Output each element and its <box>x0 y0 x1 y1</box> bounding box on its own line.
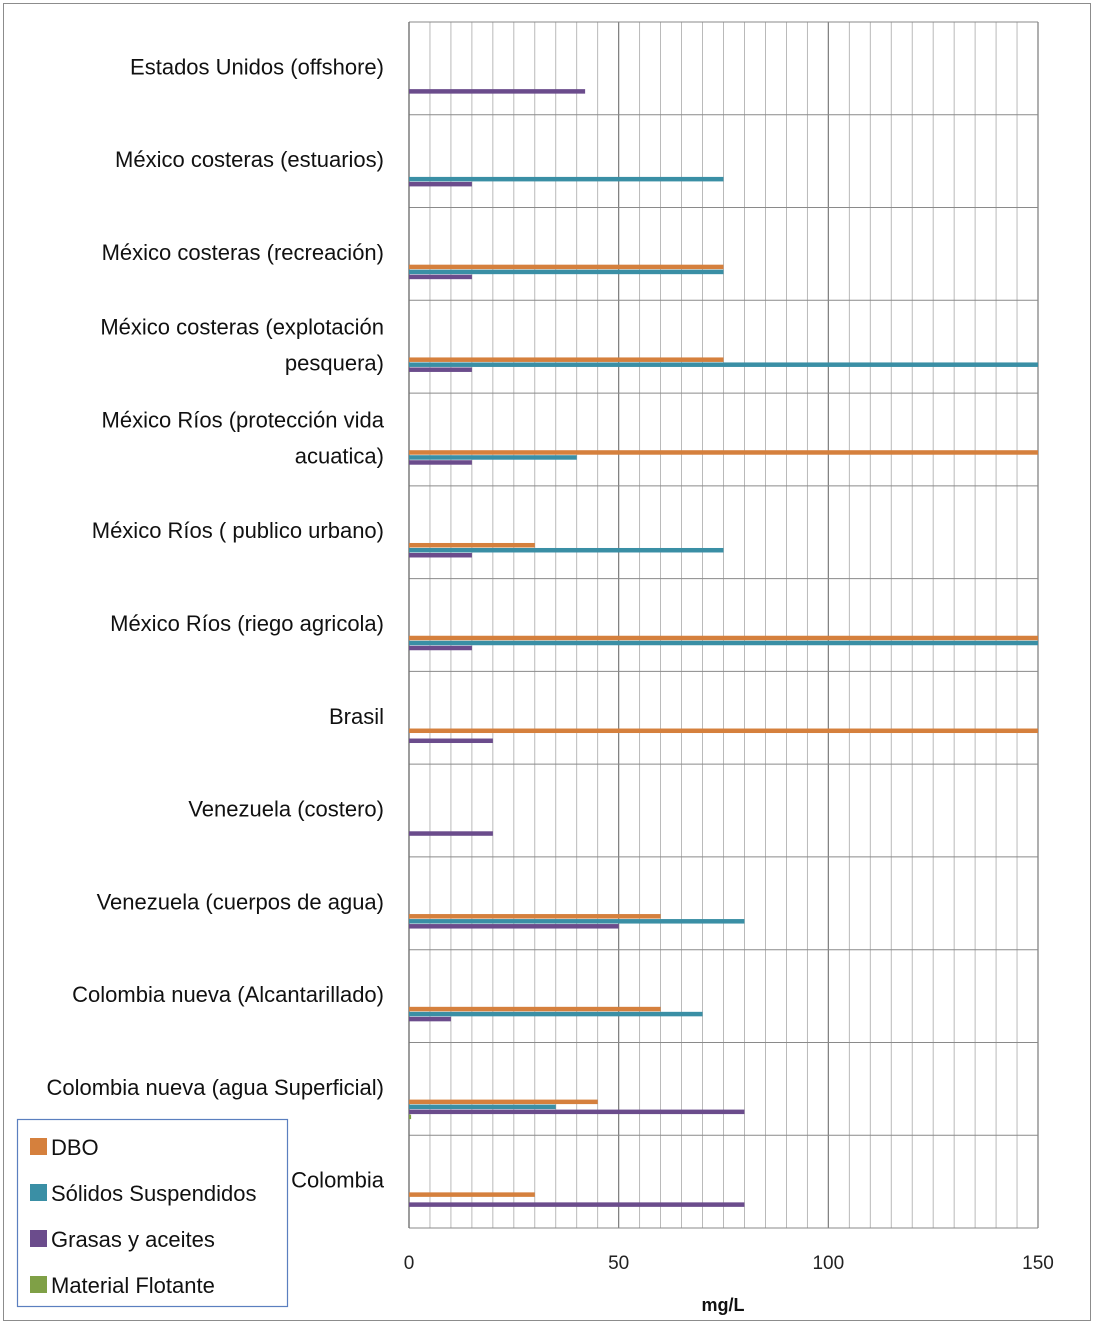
bar-grasas-y-aceites <box>409 367 472 372</box>
bar-solidos-suspendidos <box>409 176 724 182</box>
bar-solidos-suspendidos <box>409 640 1038 646</box>
bar-solidos-suspendidos <box>409 455 577 460</box>
grid <box>408 21 1039 1229</box>
bar-dbo <box>409 1099 598 1105</box>
category-label: México costeras (estuarios) <box>115 147 384 172</box>
x-tick-label: 0 <box>404 1253 415 1274</box>
legend-label: Sólidos Suspendidos <box>51 1181 256 1206</box>
category-label: México Ríos (riego agricola) <box>110 611 384 636</box>
bar-grasas-y-aceites <box>409 831 493 836</box>
bar-solidos-suspendidos <box>409 547 724 553</box>
bar-dbo <box>409 357 724 362</box>
bar-dbo <box>409 264 724 270</box>
bar-grasas-y-aceites <box>409 460 472 465</box>
bar-grasas-y-aceites <box>409 274 472 280</box>
bar-grasas-y-aceites <box>409 181 472 187</box>
category-label: Colombia <box>291 1168 385 1193</box>
category-label: Brasil <box>329 704 384 729</box>
x-tick-label: 150 <box>1022 1253 1054 1274</box>
legend-label: Grasas y aceites <box>51 1227 215 1252</box>
bar-grasas-y-aceites <box>409 1202 745 1207</box>
bar-solidos-suspendidos <box>409 919 745 924</box>
bar-grasas-y-aceites <box>409 89 586 94</box>
x-axis-title: mg/L <box>702 1295 745 1315</box>
category-label: Estados Unidos (offshore) <box>130 54 384 79</box>
bar-solidos-suspendidos <box>409 269 724 275</box>
bar-solidos-suspendidos <box>409 1011 703 1017</box>
bar-grasas-y-aceites <box>409 1109 745 1115</box>
legend-label: DBO <box>51 1135 99 1160</box>
bar-dbo <box>409 450 1038 455</box>
legend-swatch <box>30 1138 47 1155</box>
x-tick-label: 100 <box>812 1253 844 1274</box>
category-labels: Estados Unidos (offshore) México costeras… <box>46 54 384 1192</box>
bar-grasas-y-aceites <box>409 1016 451 1022</box>
bar-grasas-y-aceites <box>409 552 472 558</box>
bar-dbo <box>409 1192 535 1197</box>
bar-dbo <box>409 1006 661 1012</box>
category-label: Venezuela (costero) <box>188 797 384 822</box>
bar-material-flotante <box>409 1114 412 1120</box>
bar-dbo <box>409 914 661 919</box>
category-label: México Ríos (protección vida <box>102 407 385 432</box>
category-label: pesquera) <box>285 351 384 376</box>
category-label: acuatica) <box>295 443 384 468</box>
legend-swatch <box>30 1230 47 1247</box>
category-label: México costeras (explotación <box>100 315 384 340</box>
bar-grasas-y-aceites <box>409 738 493 744</box>
bar-solidos-suspendidos <box>409 1104 556 1110</box>
legend-swatch <box>30 1276 47 1293</box>
bar-dbo <box>409 542 535 548</box>
bar-solidos-suspendidos <box>409 362 1038 367</box>
category-label: Colombia nueva (Alcantarillado) <box>72 982 384 1007</box>
bar-dbo <box>409 728 1038 734</box>
category-label: México Ríos ( publico urbano) <box>92 518 384 543</box>
legend-box <box>16 1118 289 1308</box>
category-label: México costeras (recreación) <box>102 240 384 265</box>
legend-label: Material Flotante <box>51 1273 215 1298</box>
category-label: Venezuela (cuerpos de agua) <box>97 889 384 914</box>
legend-swatch <box>30 1184 47 1201</box>
bar-grasas-y-aceites <box>409 924 619 929</box>
chart-border <box>3 3 1091 1321</box>
bars <box>409 89 1038 1207</box>
x-tick-labels: 0 50 100 150 <box>404 1253 1054 1274</box>
bar-grasas-y-aceites <box>409 645 472 651</box>
x-tick-label: 50 <box>608 1253 629 1274</box>
legend: DBO Sólidos Suspendidos Grasas y aceites Ma… <box>16 1118 289 1308</box>
bar-dbo <box>409 635 1038 641</box>
category-label: Colombia nueva (agua Superficial) <box>46 1075 384 1100</box>
